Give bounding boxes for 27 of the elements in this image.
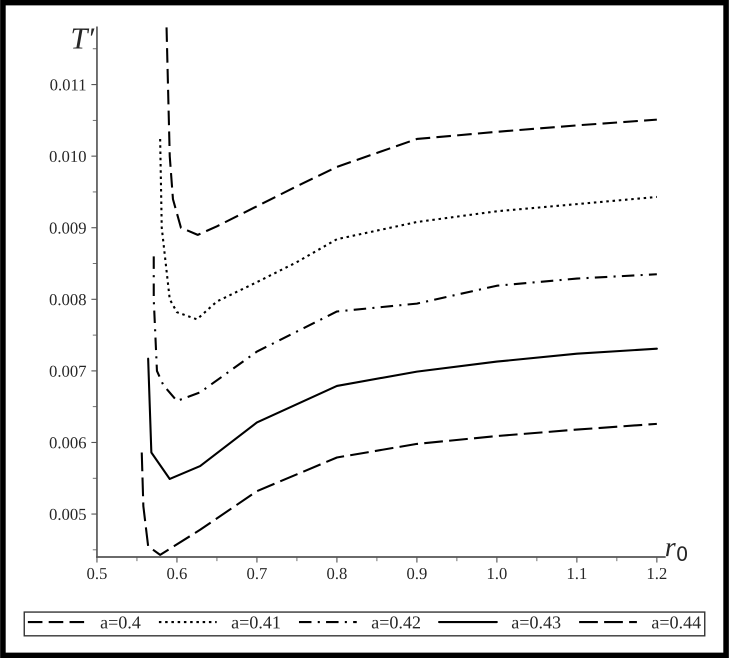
x-tick-label: 1.1 xyxy=(568,568,586,580)
x-tick-label: 1.2 xyxy=(648,568,666,580)
x-tick-label: 0.6 xyxy=(167,568,187,580)
line-series xyxy=(140,422,658,556)
line-series xyxy=(159,138,658,320)
x-tick-label: 0.5 xyxy=(87,568,107,580)
legend-label: a=0.41 xyxy=(232,616,280,629)
x-tick-label: 0.7 xyxy=(247,568,267,580)
y-tick-label: 0.009 xyxy=(50,222,86,234)
y-tick-label: 0.007 xyxy=(50,366,86,377)
line-series xyxy=(166,27,658,236)
y-tick-label: 0.008 xyxy=(50,294,86,306)
legend-label: a=0.43 xyxy=(512,616,560,629)
x-axis-title: r$_{0}$ xyxy=(666,543,688,561)
y-axis-title: T′ xyxy=(72,28,94,49)
legend-label: a=0.44 xyxy=(652,616,701,629)
x-tick-label: 0.9 xyxy=(407,568,427,580)
x-tick-label: 1.0 xyxy=(488,568,507,580)
line-series xyxy=(147,348,658,480)
y-tick-label: 0.005 xyxy=(50,508,86,520)
x-tick-label: 0.8 xyxy=(327,568,347,580)
legend-label: a=0.4 xyxy=(100,616,141,629)
y-tick-label: 0.011 xyxy=(50,79,86,91)
line-series xyxy=(152,255,658,402)
legend-label: a=0.42 xyxy=(372,616,420,629)
y-tick-label: 0.010 xyxy=(50,150,86,162)
y-tick-label: 0.006 xyxy=(50,437,86,448)
